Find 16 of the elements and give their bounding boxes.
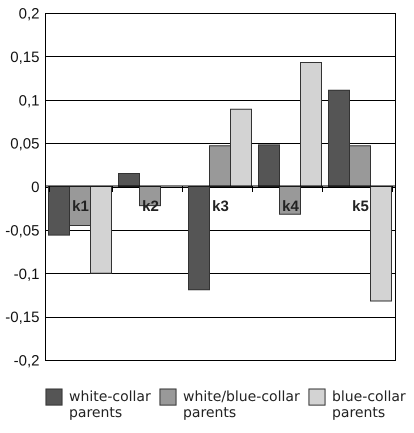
y-tick-label: 0,2 xyxy=(18,6,40,22)
y-tick-label: -0,2 xyxy=(14,352,40,370)
x-tick-label: k4 xyxy=(282,198,300,215)
legend-label: blue-collar parents xyxy=(332,389,406,421)
legend-label: white/blue-collar parents xyxy=(183,389,300,421)
y-tick-label: 0 xyxy=(31,179,40,196)
y-tick-label: 0,05 xyxy=(10,136,40,153)
y-tick-label: 0,15 xyxy=(10,48,40,66)
x-tick-label: k1 xyxy=(72,198,89,215)
y-tick-label: -0,15 xyxy=(5,309,40,326)
y-tick-label: 0,1 xyxy=(18,92,40,110)
x-tick-label: k3 xyxy=(212,198,229,215)
x-tick-label: k5 xyxy=(352,198,369,215)
y-tick-label: -0,1 xyxy=(14,266,40,283)
y-tick-label: -0,05 xyxy=(5,222,40,240)
legend-label: white-collar parents xyxy=(69,389,151,421)
